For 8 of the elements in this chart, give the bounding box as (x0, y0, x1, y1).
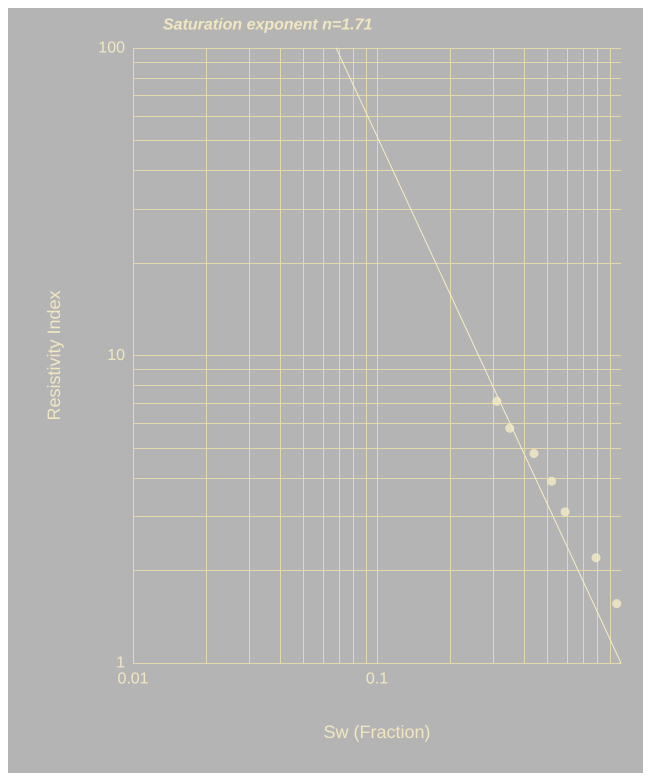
y-axis-title: Resistivity Index (44, 290, 64, 421)
x-axis-title: Sw (Fraction) (323, 722, 431, 742)
chart-title: Saturation exponent n=1.71 (163, 16, 372, 34)
y-tick-label: 100 (98, 40, 126, 56)
y-tick-label: 10 (107, 347, 126, 364)
y-tick-label: 1 (116, 654, 126, 672)
x-tick-label: 0.1 (366, 670, 388, 688)
x-tick-label: 0.01 (117, 670, 149, 688)
